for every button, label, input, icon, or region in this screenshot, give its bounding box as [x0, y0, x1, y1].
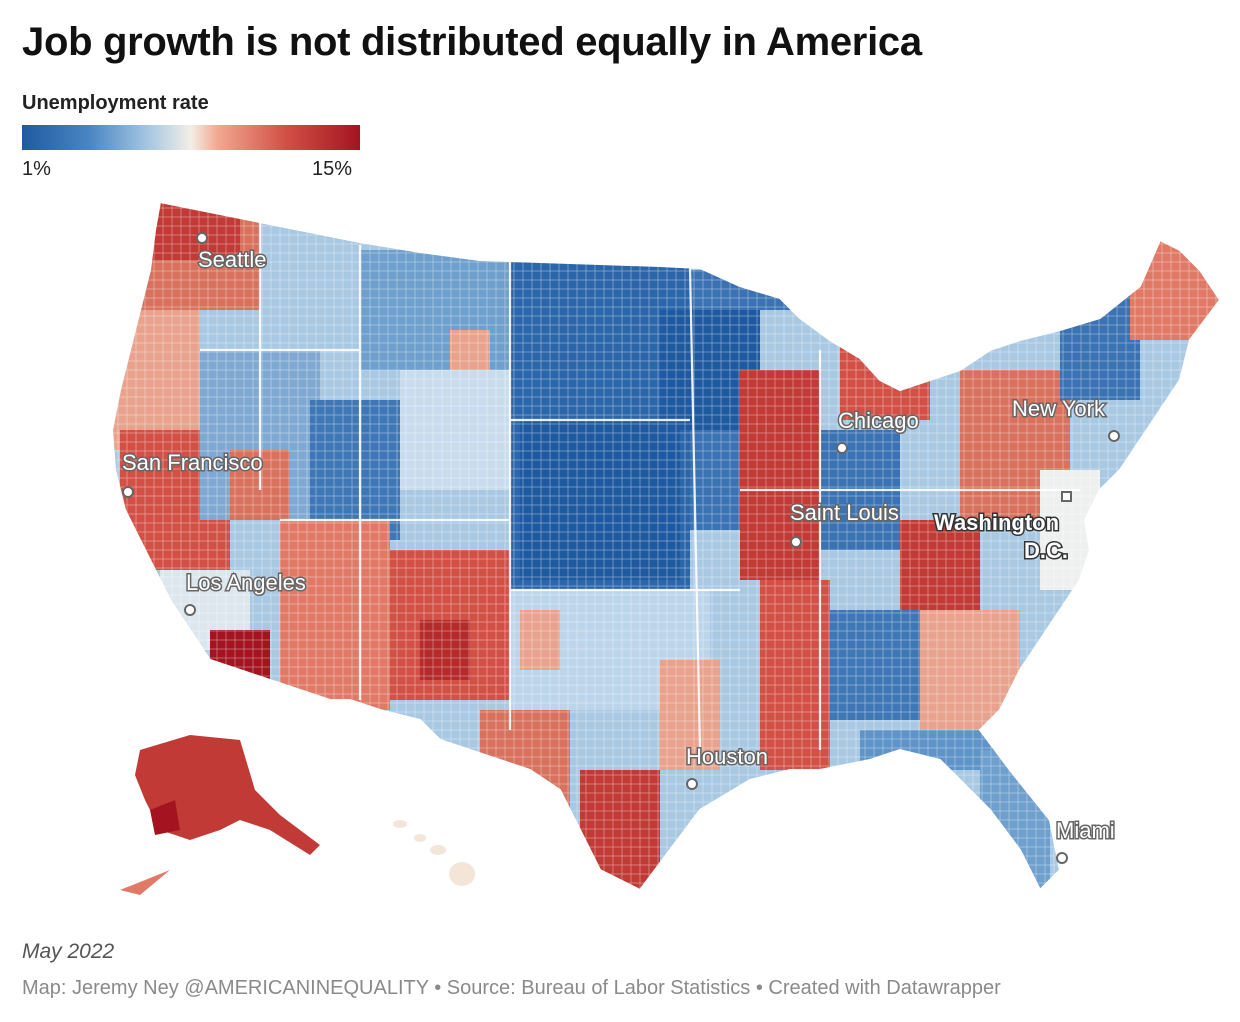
page-title: Job growth is not distributed equally in… — [22, 20, 922, 64]
city-label-dc: D.C. — [1024, 538, 1068, 563]
city-label-seattle: Seattle — [198, 247, 267, 272]
us-county-map: Seattle San Francisco Los Angeles Housto… — [111, 201, 1221, 895]
city-label-san-francisco: San Francisco — [122, 450, 263, 475]
city-label-new-york: New York — [1012, 396, 1106, 421]
city-label-miami: Miami — [1056, 818, 1115, 843]
legend-max-label: 15% — [312, 158, 353, 180]
city-label-saint-louis: Saint Louis — [790, 500, 899, 525]
legend-min-label: 1% — [22, 158, 51, 180]
date-note: May 2022 — [22, 940, 115, 963]
source-credit: Map: Jeremy Ney @AMERICANINEQUALITY • So… — [22, 977, 1001, 999]
legend-color-bar — [22, 125, 360, 150]
city-label-houston: Houston — [686, 744, 768, 769]
city-label-los-angeles: Los Angeles — [186, 570, 306, 595]
legend-title: Unemployment rate — [22, 92, 209, 114]
city-label-washington: Washington — [934, 510, 1059, 535]
city-label-chicago: Chicago — [838, 408, 919, 433]
city-markers: Seattle San Francisco Los Angeles Housto… — [121, 232, 1120, 864]
